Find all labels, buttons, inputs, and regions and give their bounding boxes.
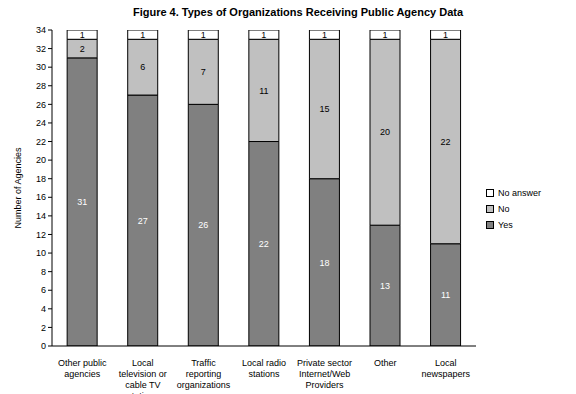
svg-text:Localnewspapers: Localnewspapers — [421, 358, 470, 379]
svg-text:20: 20 — [36, 155, 46, 165]
svg-text:15: 15 — [319, 104, 329, 114]
svg-text:10: 10 — [36, 248, 46, 258]
svg-text:8: 8 — [41, 267, 46, 277]
svg-text:27: 27 — [138, 216, 148, 226]
svg-text:4: 4 — [41, 304, 46, 314]
html-text:Figure 4. Types of Organizatio: Figure 4. Types of Organizations Receivi… — [133, 6, 463, 18]
svg-text:1: 1 — [261, 30, 266, 40]
svg-text:6: 6 — [140, 62, 145, 72]
svg-text:1: 1 — [322, 30, 327, 40]
svg-text:11: 11 — [441, 290, 450, 300]
html-text:No answer: No answer — [498, 188, 541, 198]
svg-text:13: 13 — [380, 281, 390, 291]
svg-text:0: 0 — [41, 341, 46, 351]
svg-text:2: 2 — [41, 323, 46, 333]
svg-text:11: 11 — [259, 86, 268, 96]
svg-text:1: 1 — [443, 30, 448, 40]
svg-text:1: 1 — [140, 30, 145, 40]
svg-text:22: 22 — [259, 239, 269, 249]
svg-text:2: 2 — [80, 44, 85, 54]
svg-text:34: 34 — [36, 25, 46, 35]
svg-text:Private sectorInternet/WebProv: Private sectorInternet/WebProviders — [297, 358, 352, 390]
svg-text:18: 18 — [36, 174, 46, 184]
svg-text:32: 32 — [36, 44, 46, 54]
svg-text:22: 22 — [441, 137, 451, 147]
svg-text:7: 7 — [201, 67, 206, 77]
svg-text:Other: Other — [374, 358, 397, 368]
svg-text:1: 1 — [80, 30, 85, 40]
svg-text:6: 6 — [41, 285, 46, 295]
svg-text:1: 1 — [382, 30, 387, 40]
svg-text:22: 22 — [36, 137, 46, 147]
svg-text:18: 18 — [319, 258, 329, 268]
svg-text:30: 30 — [36, 62, 46, 72]
svg-text:24: 24 — [36, 118, 46, 128]
html-text:Yes: Yes — [498, 220, 513, 230]
svg-text:12: 12 — [36, 230, 46, 240]
svg-text:14: 14 — [36, 211, 46, 221]
svg-text:31: 31 — [77, 197, 87, 207]
svg-text:20: 20 — [380, 127, 390, 137]
svg-text:Local radiostations: Local radiostations — [242, 358, 286, 379]
svg-text:16: 16 — [36, 192, 46, 202]
svg-text:1: 1 — [201, 30, 206, 40]
svg-text:28: 28 — [36, 81, 46, 91]
svg-text:Trafficreportingorganizations: Trafficreportingorganizations — [177, 358, 231, 390]
svg-text:Other publicagencies: Other publicagencies — [58, 358, 107, 379]
svg-text:26: 26 — [36, 100, 46, 110]
svg-text:26: 26 — [198, 220, 208, 230]
svg-text:Localtelevision orcable TVstat: Localtelevision orcable TVstations — [119, 358, 167, 394]
html-text:No: No — [498, 204, 510, 214]
svg-text:Number of Agencies: Number of Agencies — [13, 147, 23, 229]
